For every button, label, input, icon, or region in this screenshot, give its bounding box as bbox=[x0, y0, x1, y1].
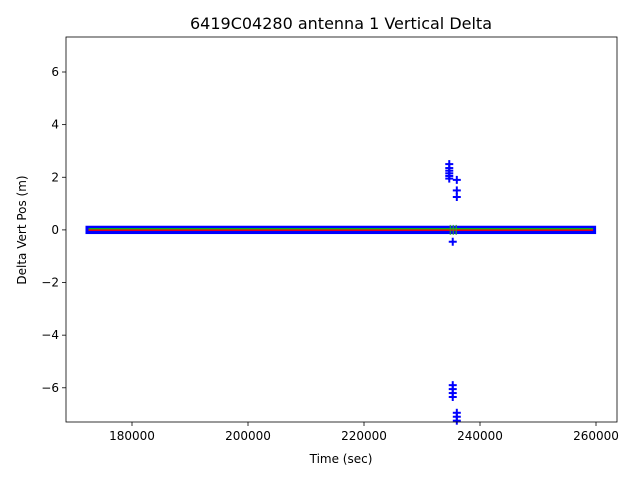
data-point bbox=[448, 237, 457, 246]
y-tick-label: 4 bbox=[51, 118, 59, 132]
y-tick-label: −6 bbox=[41, 381, 59, 395]
data-point bbox=[452, 175, 461, 184]
data-point bbox=[452, 193, 461, 201]
y-tick-label: −2 bbox=[41, 276, 59, 290]
y-axis: −6 −4 −2 0 2 4 6 bbox=[41, 65, 66, 395]
y-tick-label: −4 bbox=[41, 328, 59, 342]
x-tick-label: 180000 bbox=[109, 429, 155, 443]
y-tick-label: 6 bbox=[51, 65, 59, 79]
y-axis-label: Delta Vert Pos (m) bbox=[15, 175, 29, 284]
x-tick-label: 220000 bbox=[341, 429, 387, 443]
x-tick-label: 260000 bbox=[573, 429, 619, 443]
x-axis: 180000 200000 220000 240000 260000 bbox=[109, 422, 619, 443]
x-axis-label: Time (sec) bbox=[309, 452, 373, 466]
y-tick-label: 0 bbox=[51, 223, 59, 237]
data-point bbox=[452, 416, 461, 425]
chart-title: 6419C04280 antenna 1 Vertical Delta bbox=[190, 14, 492, 33]
y-tick-label: 2 bbox=[51, 170, 59, 184]
x-tick-label: 240000 bbox=[457, 429, 503, 443]
data-point bbox=[448, 393, 457, 401]
plot-area bbox=[85, 160, 597, 425]
data-point bbox=[445, 174, 454, 183]
x-tick-label: 200000 bbox=[225, 429, 271, 443]
